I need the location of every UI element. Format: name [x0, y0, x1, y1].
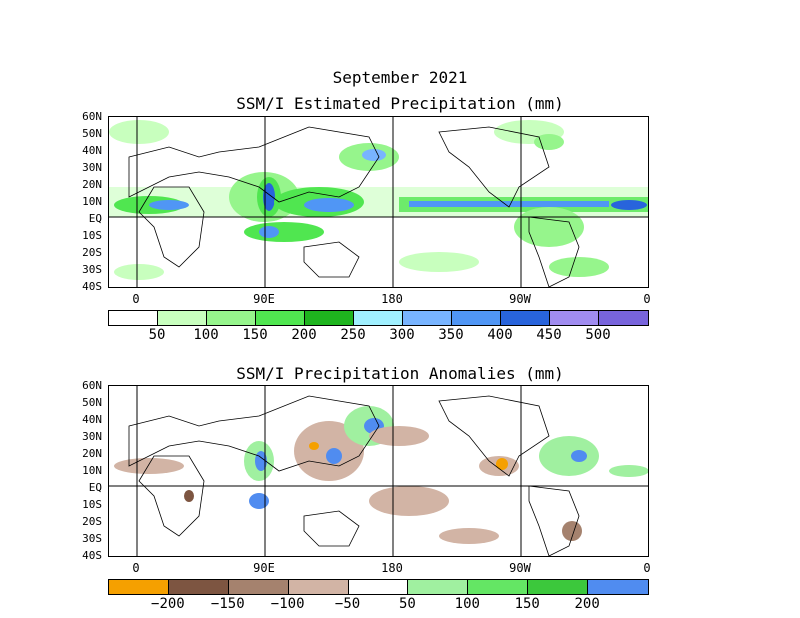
lon-label: 90W	[509, 292, 531, 306]
colorbar-label: −50	[334, 596, 361, 612]
colorbar-swatch	[468, 580, 529, 594]
colorbar-swatch	[528, 580, 588, 594]
lat-label: 30N	[82, 430, 102, 443]
panel1-colorbar	[108, 310, 649, 326]
anomaly-map-svg	[109, 386, 648, 556]
anomaly-map	[108, 385, 649, 557]
graticule	[109, 386, 648, 556]
colorbar-swatch	[403, 311, 452, 325]
lat-label: 10S	[82, 498, 102, 511]
lon-label: 0	[132, 292, 140, 306]
colorbar-swatch	[599, 311, 648, 325]
colorbar-label: 500	[585, 327, 611, 343]
colorbar-label: 50	[399, 596, 416, 612]
colorbar-swatch	[408, 580, 469, 594]
lat-label: 20N	[82, 178, 102, 191]
lat-label: 30N	[82, 161, 102, 174]
colorbar-swatch	[348, 580, 409, 594]
lat-label: 20N	[82, 447, 102, 460]
precip-field	[109, 120, 648, 280]
colorbar-label: 100	[193, 327, 219, 343]
precipitation-map-svg	[109, 117, 648, 287]
colorbar-swatch	[501, 311, 550, 325]
lon-label: 90E	[253, 292, 275, 306]
anomaly-field	[114, 406, 648, 544]
colorbar-swatch	[288, 580, 349, 594]
colorbar-swatch	[158, 311, 207, 325]
colorbar-swatch	[354, 311, 403, 325]
lat-label: 30S	[82, 532, 102, 545]
lat-label: 40S	[82, 549, 102, 562]
lat-label: 20S	[82, 246, 102, 259]
lon-label: 0	[643, 292, 651, 306]
panel1-title: SSM/I Estimated Precipitation (mm)	[236, 94, 564, 113]
colorbar-swatch	[228, 580, 289, 594]
lat-label: 10S	[82, 229, 102, 242]
lat-label: 30S	[82, 263, 102, 276]
colorbar-swatch	[109, 311, 158, 325]
colorbar-label: 350	[438, 327, 464, 343]
lat-label: 50N	[82, 127, 102, 140]
panel2-title: SSM/I Precipitation Anomalies (mm)	[236, 364, 564, 383]
map-title-line1: September 2021	[332, 68, 468, 87]
lat-label: EQ	[88, 481, 102, 494]
colorbar-swatch	[207, 311, 256, 325]
lon-label: 180	[381, 561, 403, 575]
lat-label: 50N	[82, 396, 102, 409]
colorbar-swatch	[168, 580, 229, 594]
colorbar-label: −100	[270, 596, 305, 612]
lat-label: 40S	[82, 280, 102, 293]
lon-label: 180	[381, 292, 403, 306]
colorbar-swatch	[588, 580, 648, 594]
lat-label: EQ	[88, 212, 102, 225]
colorbar-label: −200	[151, 596, 185, 612]
colorbar-label: 100	[454, 596, 480, 612]
lat-label: 10N	[82, 464, 102, 477]
lat-label: 60N	[82, 379, 102, 392]
colorbar-label: 200	[291, 327, 317, 343]
panel2-colorbar	[108, 579, 649, 595]
colorbar-swatch	[550, 311, 599, 325]
lat-label: 40N	[82, 144, 102, 157]
lon-label: 90W	[509, 561, 531, 575]
graticule	[109, 117, 648, 287]
colorbar-label: 150	[514, 596, 540, 612]
colorbar-label: −150	[210, 596, 245, 612]
colorbar-label: 150	[242, 327, 268, 343]
precipitation-map	[108, 116, 649, 288]
lon-label: 90E	[253, 561, 275, 575]
colorbar-label: 450	[536, 327, 562, 343]
colorbar-swatch	[452, 311, 501, 325]
lat-label: 10N	[82, 195, 102, 208]
lon-label: 0	[132, 561, 140, 575]
colorbar-label: 400	[487, 327, 513, 343]
lon-label: 0	[643, 561, 651, 575]
lat-label: 20S	[82, 515, 102, 528]
lat-label: 60N	[82, 110, 102, 123]
colorbar-label: 200	[574, 596, 600, 612]
colorbar-label: 50	[148, 327, 166, 343]
colorbar-label: 300	[389, 327, 415, 343]
colorbar-swatch	[256, 311, 305, 325]
colorbar-swatch	[305, 311, 354, 325]
lat-label: 40N	[82, 413, 102, 426]
colorbar-swatch	[109, 580, 169, 594]
colorbar-label: 250	[340, 327, 366, 343]
